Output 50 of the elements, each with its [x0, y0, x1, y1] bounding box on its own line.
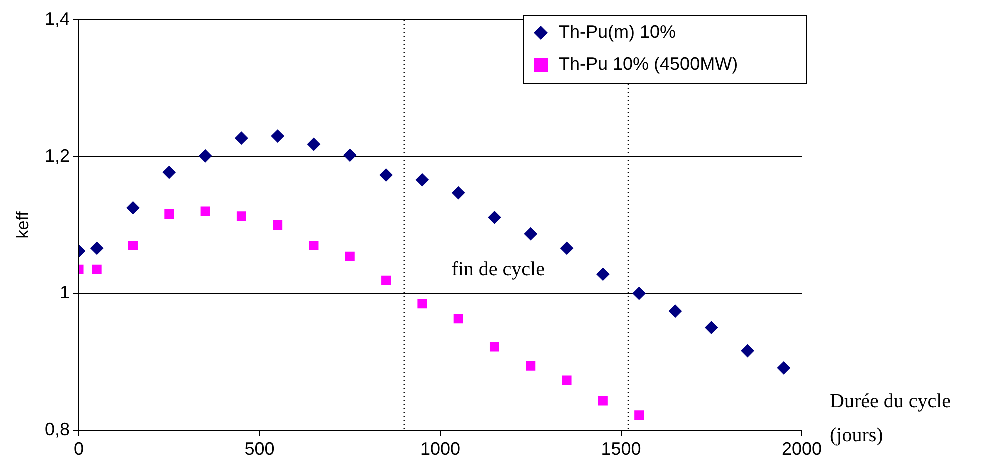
point [488, 211, 502, 224]
point [668, 304, 682, 318]
x-axis-title: Durée du cycle (jours) [830, 390, 952, 447]
x-tick-label: 2000 [782, 439, 822, 460]
point [382, 276, 392, 286]
point [162, 166, 176, 180]
y-tick-label: 1,4 [44, 8, 70, 29]
point [236, 212, 246, 222]
y-tick-label: 1 [60, 282, 70, 303]
point [634, 410, 644, 420]
legend-label: Th-Pu(m) 10% [559, 22, 676, 42]
point [452, 186, 466, 200]
x-tick-label: 0 [74, 439, 84, 460]
point [235, 132, 248, 145]
point [273, 220, 283, 230]
point [777, 362, 790, 375]
point [562, 376, 572, 386]
point [416, 174, 429, 187]
point [632, 287, 646, 300]
legend-label: Th-Pu 10% (4500MW) [559, 54, 738, 74]
point [380, 168, 393, 182]
point [598, 396, 608, 406]
y-axis-title: keff [14, 211, 33, 239]
point [741, 344, 754, 358]
point [128, 240, 138, 250]
point [309, 240, 319, 250]
point [454, 314, 464, 324]
point [705, 321, 718, 334]
point [307, 138, 320, 151]
point [92, 264, 102, 274]
point [524, 228, 538, 241]
point [490, 342, 500, 352]
point [344, 148, 357, 162]
point [560, 242, 574, 255]
x-tick-label: 1000 [420, 439, 461, 460]
point [126, 202, 140, 215]
point [345, 252, 355, 262]
point [199, 150, 212, 163]
y-tick-label: 0,8 [44, 419, 70, 440]
annotation: fin de cycle [452, 258, 546, 281]
point [200, 206, 210, 216]
x-tick-label: 1500 [601, 439, 642, 460]
point [90, 242, 104, 255]
point [271, 130, 284, 143]
point [526, 361, 536, 371]
x-tick-label: 500 [244, 439, 275, 460]
point [596, 268, 610, 281]
point [418, 299, 428, 309]
y-tick-label: 1,2 [44, 146, 70, 166]
point [164, 210, 174, 219]
